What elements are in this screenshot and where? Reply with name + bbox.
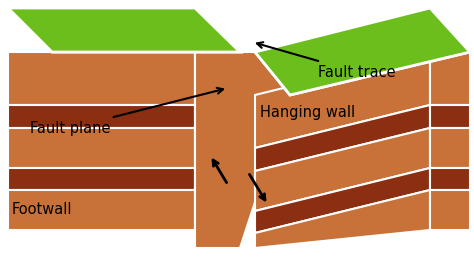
Polygon shape xyxy=(8,168,195,190)
Polygon shape xyxy=(195,105,240,128)
Polygon shape xyxy=(255,105,430,171)
Polygon shape xyxy=(8,105,195,128)
Polygon shape xyxy=(8,8,240,52)
Polygon shape xyxy=(430,190,470,230)
Polygon shape xyxy=(8,8,240,52)
Polygon shape xyxy=(8,52,195,105)
Polygon shape xyxy=(430,128,470,168)
Polygon shape xyxy=(8,128,195,168)
Polygon shape xyxy=(195,52,240,105)
Polygon shape xyxy=(255,168,430,233)
Text: Footwall: Footwall xyxy=(12,203,73,218)
Polygon shape xyxy=(255,52,430,148)
Polygon shape xyxy=(195,168,240,190)
Polygon shape xyxy=(195,128,240,168)
Polygon shape xyxy=(255,190,430,248)
Polygon shape xyxy=(430,168,470,190)
Polygon shape xyxy=(430,105,470,128)
Text: Fault plane: Fault plane xyxy=(30,88,223,135)
Polygon shape xyxy=(255,8,470,95)
Polygon shape xyxy=(430,52,470,105)
Polygon shape xyxy=(195,190,240,230)
Text: Hanging wall: Hanging wall xyxy=(260,105,355,120)
Polygon shape xyxy=(255,128,430,211)
Polygon shape xyxy=(195,52,290,248)
Text: Fault trace: Fault trace xyxy=(257,42,396,80)
Polygon shape xyxy=(8,190,195,230)
Polygon shape xyxy=(255,8,470,95)
